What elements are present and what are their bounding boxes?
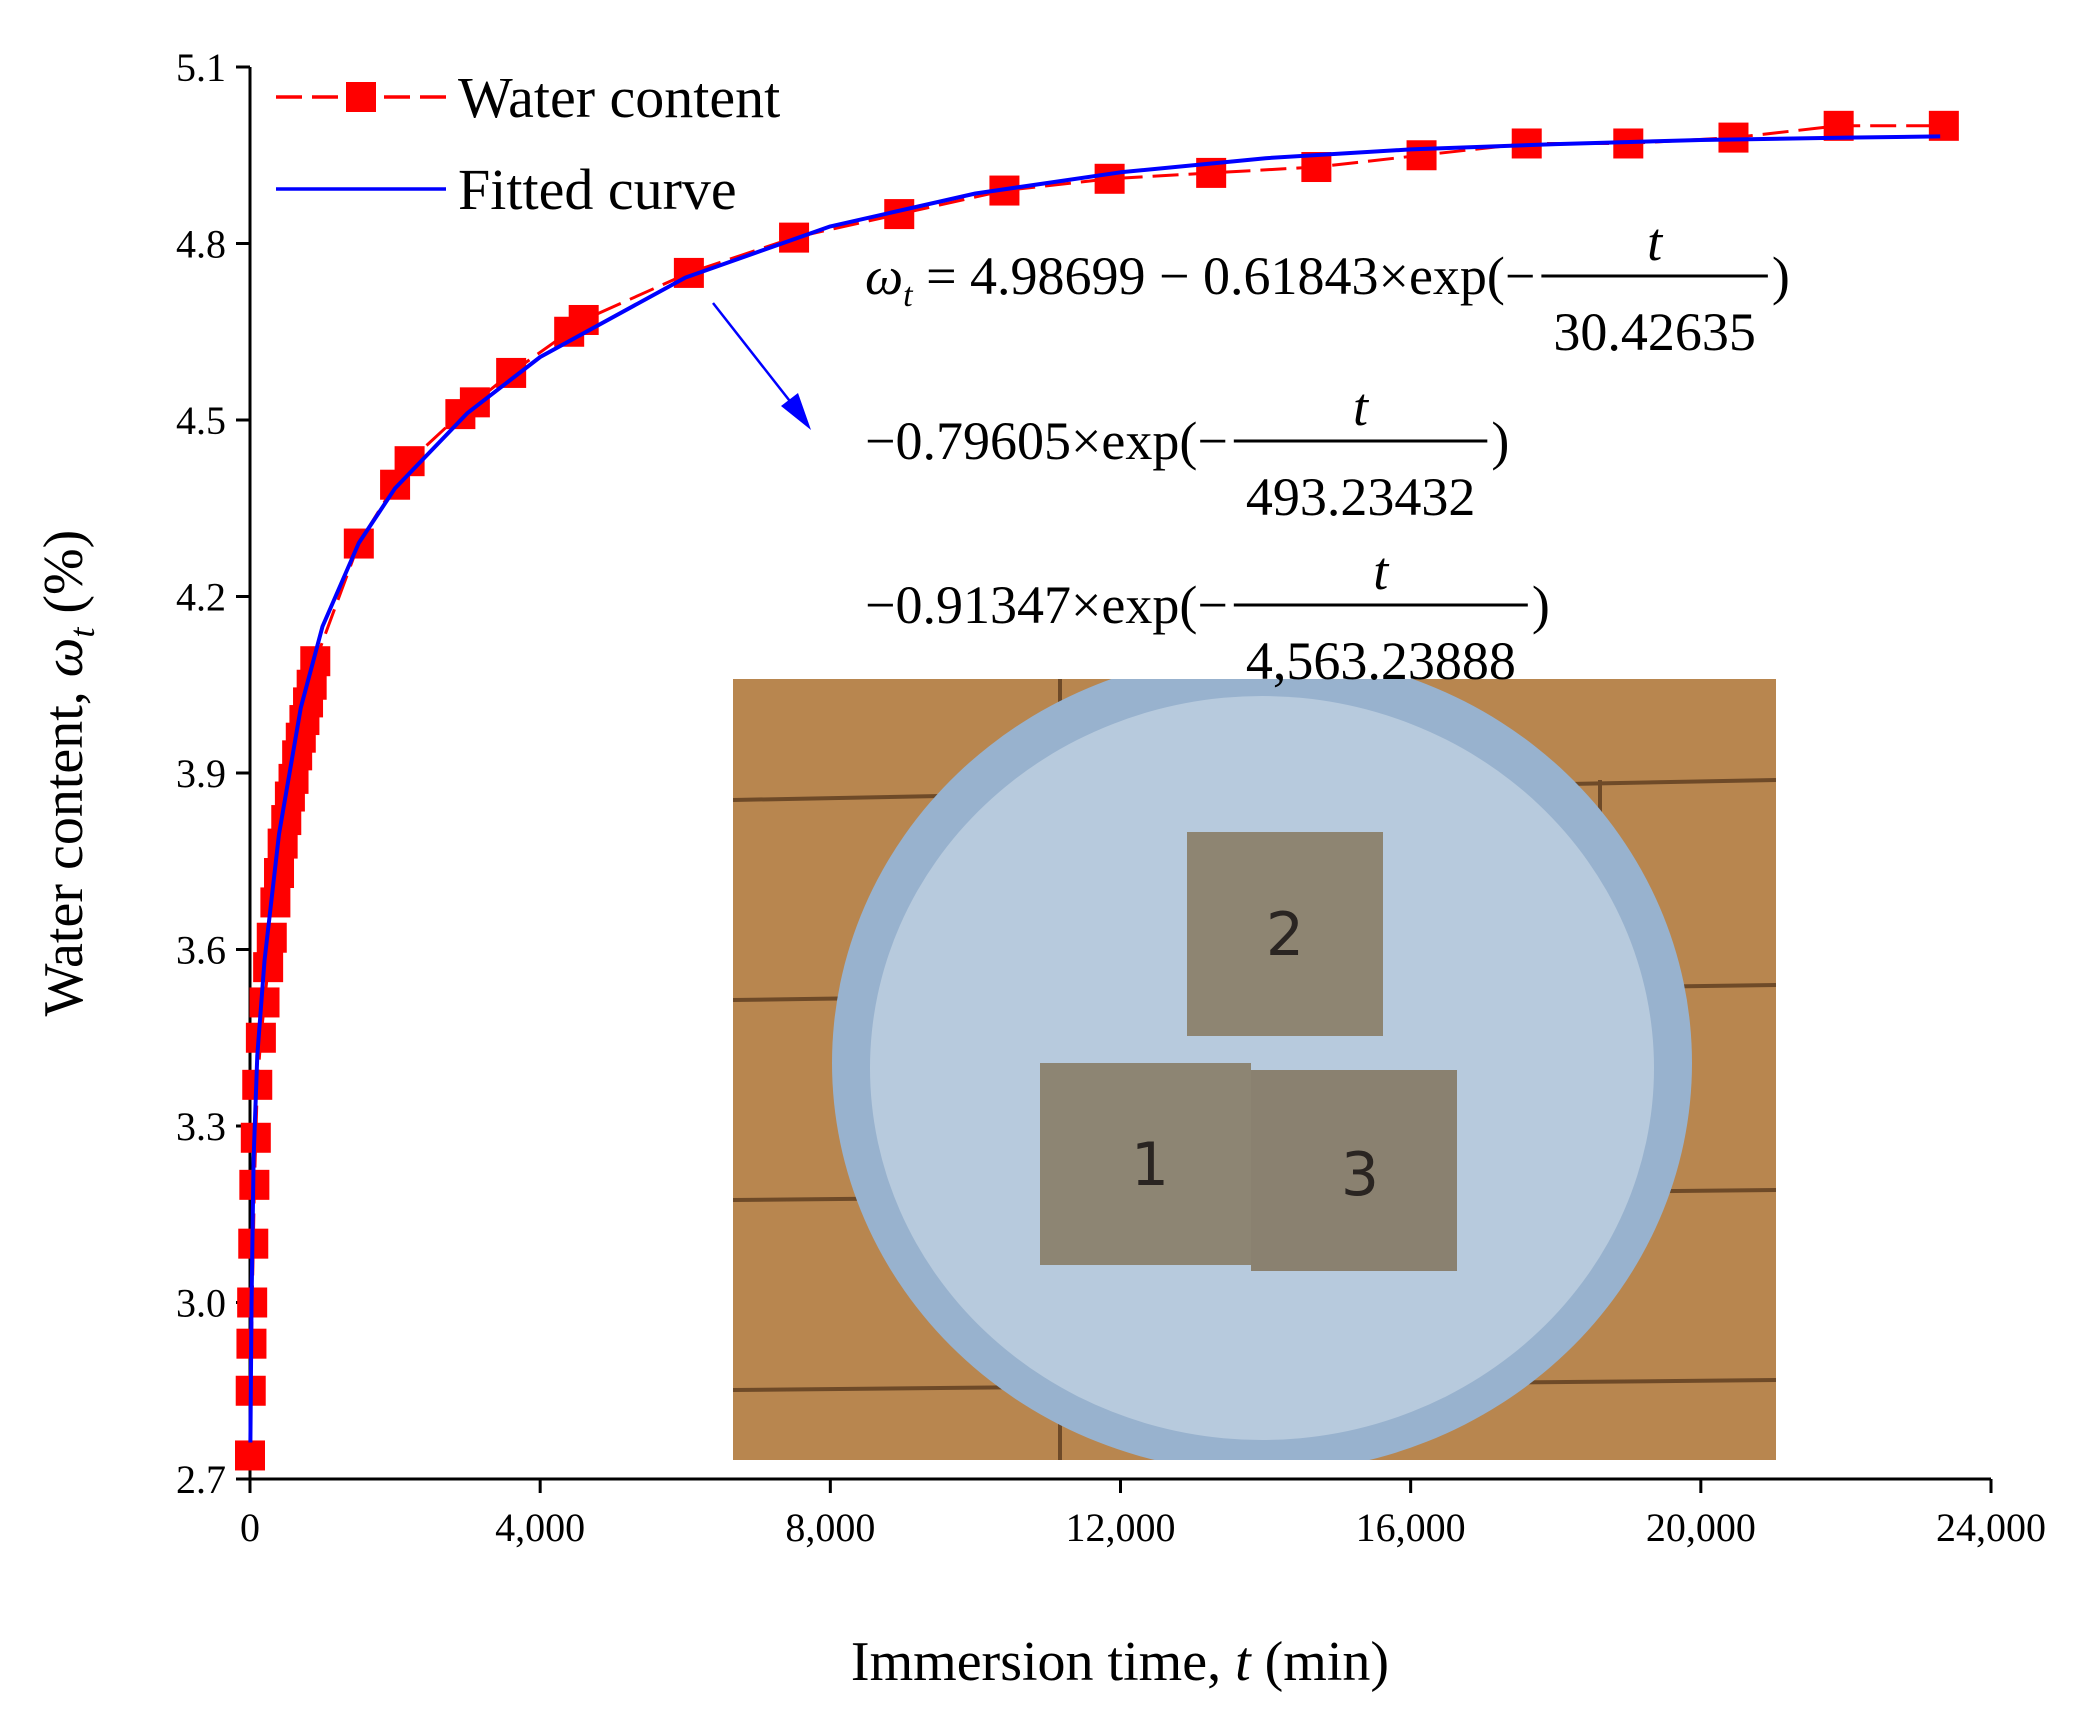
- y-tick-label: 3.9: [176, 751, 226, 796]
- data-point: [568, 304, 599, 335]
- y-axis-title-subscript: t: [62, 627, 102, 638]
- legend-marker: [346, 82, 376, 112]
- equation-text-part: = 4.98699 − 0.61843×exp(−: [913, 246, 1536, 306]
- equation-text-part: −0.91347×exp(−: [865, 575, 1228, 635]
- x-tick-label: 8,000: [785, 1505, 875, 1550]
- equation-text: −0.91347×exp(−: [865, 575, 1228, 635]
- equation-close: ): [1772, 246, 1790, 306]
- data-point: [256, 922, 287, 953]
- x-tick-label: 20,000: [1646, 1505, 1756, 1550]
- x-tick-label: 24,000: [1936, 1505, 2046, 1550]
- data-point: [1094, 163, 1125, 194]
- x-tick-label: 0: [240, 1505, 260, 1550]
- y-tick-label: 5.1: [176, 45, 226, 90]
- data-point: [1406, 140, 1437, 171]
- y-tick-label: 3.0: [176, 1281, 226, 1326]
- series-line: [248, 134, 1941, 1443]
- x-axis-title-symbol: t: [1235, 1631, 1252, 1693]
- data-point: [260, 887, 291, 918]
- block-label: 2: [1266, 900, 1304, 970]
- y-axis-title-text: Water content,: [33, 677, 95, 1016]
- y-tick-label: 4.8: [176, 222, 226, 267]
- equation-denominator: 493.23432: [1246, 467, 1476, 527]
- y-tick-label: 4.2: [176, 575, 226, 620]
- legend-label: Water content: [458, 65, 780, 130]
- y-tick-label: 3.6: [176, 928, 226, 973]
- equation-numerator: t: [1373, 541, 1390, 601]
- block: [1187, 832, 1383, 1036]
- photo: 1 2 3: [733, 679, 1776, 1460]
- equation-denominator: 30.42635: [1553, 302, 1756, 362]
- y-tick-label: 4.5: [176, 398, 226, 443]
- y-tick-label: 3.3: [176, 1104, 226, 1149]
- x-tick-label: 4,000: [495, 1505, 585, 1550]
- equation-symbol: ω: [865, 246, 903, 306]
- data-point: [253, 952, 284, 983]
- y-axis-title: Water content, ωt (%): [33, 530, 102, 1017]
- data-point: [249, 987, 280, 1018]
- x-tick-label: 16,000: [1356, 1505, 1466, 1550]
- x-axis-title-text: Immersion time,: [851, 1631, 1235, 1693]
- equation-text-part: −0.79605×exp(−: [865, 411, 1228, 471]
- equation-text: −0.79605×exp(−: [865, 411, 1228, 471]
- equation-text: ωt = 4.98699 − 0.61843×exp(−: [865, 246, 1535, 314]
- block-label: 1: [1131, 1130, 1169, 1200]
- data-point: [235, 1440, 265, 1471]
- data-point: [459, 387, 490, 418]
- block: [1040, 1063, 1251, 1265]
- equation-numerator: t: [1353, 377, 1370, 437]
- equation-close: ): [1491, 411, 1509, 471]
- block-label: 3: [1341, 1140, 1379, 1210]
- y-tick-label: 2.7: [176, 1457, 226, 1502]
- equation-subscript: t: [903, 277, 914, 314]
- block: [1251, 1070, 1457, 1271]
- y-axis-title-symbol: ω: [33, 638, 95, 678]
- equation-numerator: t: [1647, 212, 1664, 272]
- arrow: [712, 302, 811, 430]
- equation-close: ): [1532, 575, 1550, 635]
- x-tick-label: 12,000: [1066, 1505, 1176, 1550]
- x-axis-title: Immersion time, t (min): [851, 1631, 1389, 1693]
- x-axis-title-unit: (min): [1251, 1631, 1389, 1693]
- data-point: [264, 858, 295, 889]
- bowl-inside: [870, 696, 1654, 1440]
- equation-denominator: 4,563.23888: [1246, 631, 1516, 691]
- y-axis-title-unit: (%): [33, 530, 95, 628]
- legend-label: Fitted curve: [458, 157, 737, 222]
